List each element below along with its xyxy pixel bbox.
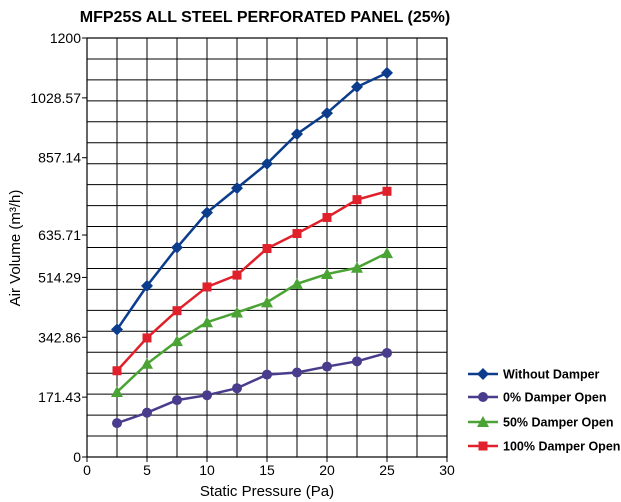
x-tick-label: 30 bbox=[439, 462, 455, 478]
legend-label-0pct-damper-open: 0% Damper Open bbox=[503, 391, 607, 405]
y-tick-label: 1028.57 bbox=[30, 90, 81, 106]
y-tick-label: 857.14 bbox=[38, 150, 81, 166]
series-line-without-damper bbox=[115, 71, 388, 331]
data-point-without-damper bbox=[171, 241, 183, 254]
data-point-without-damper bbox=[141, 279, 153, 292]
data-point-50pct-damper-open bbox=[261, 296, 273, 308]
data-point-100pct-damper-open bbox=[172, 306, 182, 316]
legend-label-50pct-damper-open: 50% Damper Open bbox=[503, 416, 613, 430]
series-line-0pct-damper-open bbox=[116, 351, 388, 425]
data-point-0pct-damper-open bbox=[172, 395, 182, 406]
x-axis-ticks: 0 5 10 15 20 25 30 bbox=[83, 457, 455, 478]
data-point-0pct-damper-open bbox=[112, 418, 122, 429]
series-line-100pct-damper-open bbox=[116, 190, 388, 372]
data-point-without-damper bbox=[111, 323, 123, 336]
data-point-50pct-damper-open bbox=[231, 306, 243, 318]
data-point-0pct-damper-open bbox=[382, 347, 392, 358]
data-point-0pct-damper-open bbox=[202, 390, 212, 401]
data-point-100pct-damper-open bbox=[352, 195, 362, 205]
y-tick-label: 635.71 bbox=[38, 227, 81, 243]
y-axis-label: Air Volume (m³/h) bbox=[7, 190, 24, 307]
x-tick-label: 25 bbox=[379, 462, 395, 478]
data-point-100pct-damper-open bbox=[382, 186, 392, 196]
data-point-without-damper bbox=[291, 128, 303, 141]
legend-marker-100pct-damper-open bbox=[478, 441, 488, 451]
data-point-50pct-damper-open bbox=[351, 261, 363, 273]
data-point-100pct-damper-open bbox=[232, 270, 242, 280]
data-point-0pct-damper-open bbox=[352, 356, 362, 367]
data-point-100pct-damper-open bbox=[202, 282, 212, 292]
series-0pct-damper-open bbox=[112, 347, 392, 429]
series-100pct-damper-open bbox=[112, 186, 392, 376]
series-without-damper bbox=[111, 66, 393, 336]
legend-marker-0pct-damper-open bbox=[478, 392, 488, 402]
data-point-50pct-damper-open bbox=[381, 247, 393, 259]
y-tick-label: 171.43 bbox=[38, 389, 81, 405]
data-point-50pct-damper-open bbox=[291, 277, 303, 289]
y-tick-label: 514.29 bbox=[38, 269, 81, 285]
data-point-100pct-damper-open bbox=[142, 333, 152, 343]
y-tick-label: 342.86 bbox=[38, 329, 81, 345]
legend: Without Damper 0% Damper Open 50% Damper O… bbox=[468, 368, 620, 454]
data-point-100pct-damper-open bbox=[322, 212, 332, 222]
x-tick-label: 10 bbox=[199, 462, 215, 478]
x-tick-label: 5 bbox=[143, 462, 151, 478]
data-point-without-damper bbox=[381, 66, 393, 79]
data-point-50pct-damper-open bbox=[171, 335, 183, 347]
data-point-without-damper bbox=[321, 107, 333, 120]
legend-marker-without-damper bbox=[477, 368, 489, 380]
data-point-without-damper bbox=[231, 182, 243, 195]
y-axis-ticks: 0 171.43 342.86 514.29 635.71 857.14 1028.57 12… bbox=[30, 30, 87, 465]
y-tick-label: 0 bbox=[73, 449, 81, 465]
chart-title: MFP25S ALL STEEL PERFORATED PANEL (25%) bbox=[80, 9, 450, 26]
series-layer bbox=[111, 66, 393, 429]
data-point-50pct-damper-open bbox=[111, 386, 123, 398]
data-point-50pct-damper-open bbox=[141, 357, 153, 369]
data-point-0pct-damper-open bbox=[322, 361, 332, 372]
y-tick-label: 1200 bbox=[50, 30, 81, 46]
x-axis-label: Static Pressure (Pa) bbox=[200, 483, 334, 500]
data-point-without-damper bbox=[201, 206, 213, 219]
data-point-100pct-damper-open bbox=[292, 229, 302, 239]
data-point-without-damper bbox=[351, 80, 363, 93]
data-point-0pct-damper-open bbox=[262, 369, 272, 380]
data-point-50pct-damper-open bbox=[201, 316, 213, 328]
legend-label-100pct-damper-open: 100% Damper Open bbox=[503, 440, 620, 454]
x-tick-label: 0 bbox=[83, 462, 91, 478]
data-point-100pct-damper-open bbox=[112, 366, 122, 376]
series-line-50pct-damper-open bbox=[116, 251, 388, 393]
data-point-without-damper bbox=[261, 157, 273, 170]
data-point-50pct-damper-open bbox=[321, 268, 333, 280]
legend-marker-50pct-damper-open bbox=[477, 416, 489, 427]
legend-label-without-damper: Without Damper bbox=[503, 368, 600, 382]
x-tick-label: 15 bbox=[259, 462, 275, 478]
series-50pct-damper-open bbox=[111, 247, 393, 398]
data-point-0pct-damper-open bbox=[232, 383, 242, 394]
x-tick-label: 20 bbox=[319, 462, 335, 478]
data-point-0pct-damper-open bbox=[292, 367, 302, 378]
data-point-0pct-damper-open bbox=[142, 407, 152, 418]
data-point-100pct-damper-open bbox=[262, 244, 272, 254]
